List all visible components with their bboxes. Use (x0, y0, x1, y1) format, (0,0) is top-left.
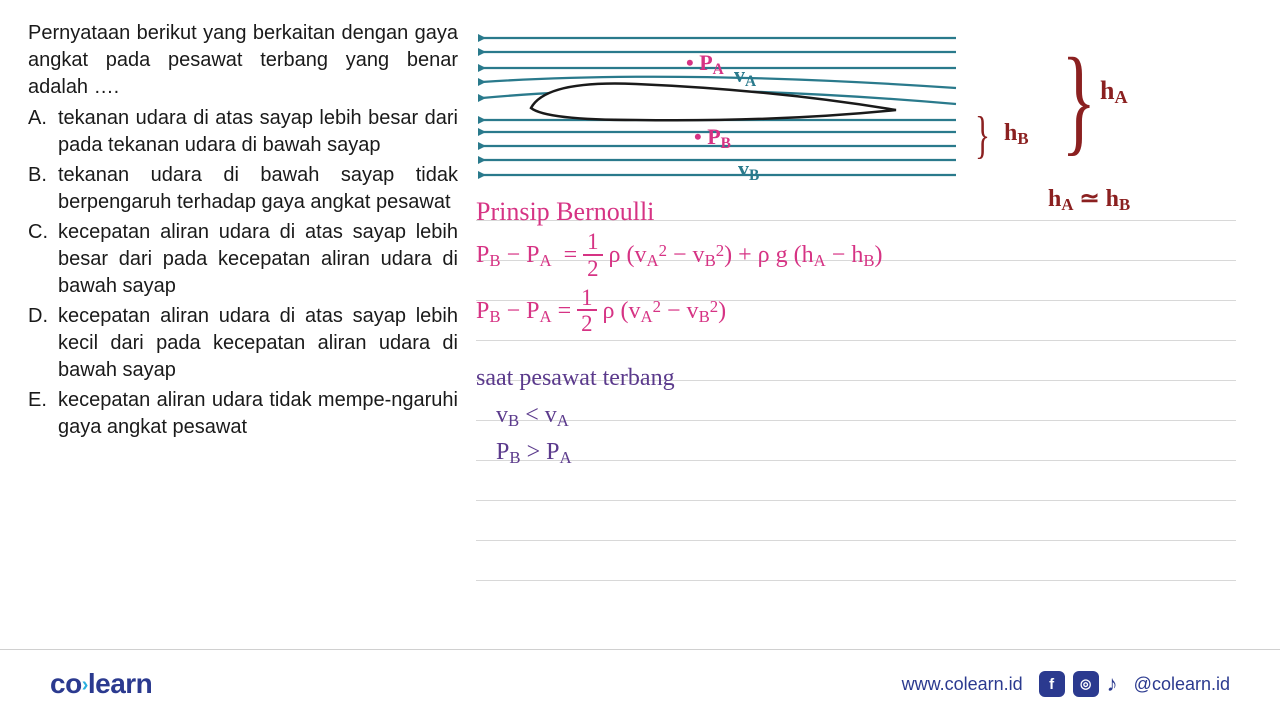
logo-part-co: co (50, 668, 82, 699)
equation-1: PB − PA = 12 ρ (vA2 − vB2) + ρ g (hA − h… (476, 231, 1252, 281)
option-text: kecepatan aliran udara di atas sayap leb… (58, 303, 458, 384)
label-pa: • PA (686, 50, 724, 79)
footer-bar: co›learn www.colearn.id f ◎ ♪ @colearn.i… (0, 649, 1280, 700)
option-letter: D. (28, 303, 58, 384)
option-letter: E. (28, 387, 58, 441)
option-text: tekanan udara di bawah sayap tidak berpe… (58, 162, 458, 216)
label-pb: • PB (694, 124, 731, 153)
option-a: A. tekanan udara di atas sayap lebih bes… (28, 105, 458, 159)
option-letter: B. (28, 162, 58, 216)
subtitle-flying: saat pesawat terbang (476, 362, 1252, 394)
option-d: D. kecepatan aliran udara di atas sayap … (28, 303, 458, 384)
airfoil-diagram: • PA vA • PB vB } hB } hA hA ≃ hB (476, 20, 1176, 190)
footer-right: www.colearn.id f ◎ ♪ @colearn.id (902, 671, 1230, 697)
logo-part-learn: learn (88, 668, 152, 699)
equation-2: PB − PA = 12 ρ (vA2 − vB2) (476, 287, 1252, 337)
brace-ha: } (1062, 40, 1097, 160)
option-c: C. kecepatan aliran udara di atas sayap … (28, 219, 458, 300)
tiktok-icon[interactable]: ♪ (1107, 671, 1118, 697)
colearn-logo: co›learn (50, 668, 152, 700)
facebook-icon[interactable]: f (1039, 671, 1065, 697)
brace-hb: } (975, 106, 990, 165)
label-vb: vB (738, 156, 759, 185)
question-stem: Pernyataan berikut yang berkaitan dengan… (28, 20, 458, 101)
bernoulli-title: Prinsip Bernoulli (476, 194, 1252, 229)
instagram-icon[interactable]: ◎ (1073, 671, 1099, 697)
option-letter: A. (28, 105, 58, 159)
label-hb: hB (1004, 120, 1029, 149)
label-ha: hA (1100, 76, 1128, 108)
option-text: kecepatan aliran udara di atas sayap leb… (58, 219, 458, 300)
social-icons: f ◎ ♪ (1039, 671, 1118, 697)
equations-block: Prinsip Bernoulli PB − PA = 12 ρ (vA2 − … (476, 194, 1252, 470)
options-list: A. tekanan udara di atas sayap lebih bes… (28, 105, 458, 441)
option-e: E. kecepatan aliran udara tidak mempe-ng… (28, 387, 458, 441)
option-letter: C. (28, 219, 58, 300)
question-panel: Pernyataan berikut yang berkaitan dengan… (28, 20, 458, 470)
label-va: vA (734, 62, 756, 91)
option-text: kecepatan aliran udara tidak mempe-ngaru… (58, 387, 458, 441)
footer-url[interactable]: www.colearn.id (902, 674, 1023, 695)
option-b: B. tekanan udara di bawah sayap tidak be… (28, 162, 458, 216)
footer-handle[interactable]: @colearn.id (1134, 674, 1230, 695)
worked-solution-panel: • PA vA • PB vB } hB } hA hA ≃ hB Prinsi… (476, 20, 1252, 470)
option-text: tekanan udara di atas sayap lebih besar … (58, 105, 458, 159)
relation-vb-va: vB < vA (496, 399, 1252, 433)
airfoil-shape (531, 84, 896, 121)
relation-pb-pa: PB > PA (496, 436, 1252, 470)
